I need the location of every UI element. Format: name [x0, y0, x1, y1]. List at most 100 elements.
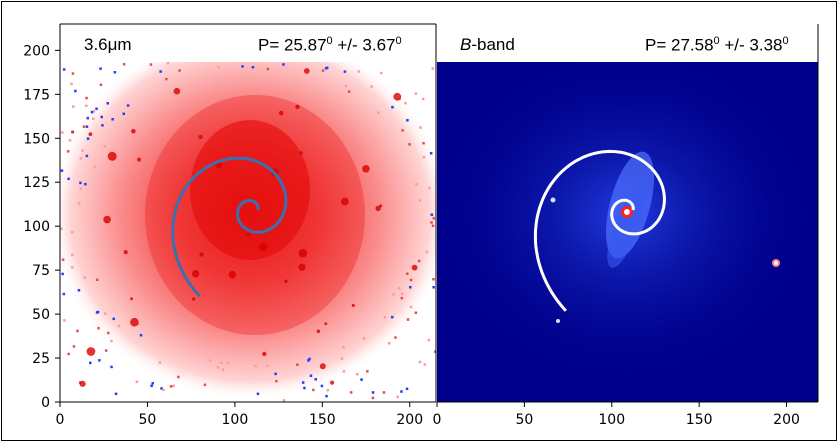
noise-pixel [309, 374, 313, 377]
noise-pixel [70, 82, 73, 86]
pitch-degree-b-band: 0 [713, 35, 720, 47]
noise-pixel [85, 154, 89, 158]
noise-pixel [110, 339, 113, 343]
noise-pixel [139, 334, 143, 337]
noise-pixel [343, 70, 347, 73]
noise-pixel [126, 104, 130, 107]
noise-pixel [324, 67, 328, 70]
noise-pixel [159, 70, 162, 73]
star-point [324, 322, 328, 326]
star-point [295, 104, 300, 110]
noise-pixel [296, 363, 299, 366]
noise-pixel [172, 384, 175, 388]
star-point [137, 157, 141, 162]
noise-pixel [382, 391, 386, 394]
star-point [375, 205, 381, 212]
panel-3-6um-image [60, 62, 436, 402]
noise-pixel [421, 97, 425, 101]
noise-pixel [308, 357, 311, 361]
noise-pixel [430, 221, 433, 224]
x-tick-label-left: 100 [222, 412, 249, 428]
pitch-angle-b-band: P= 27.580 +/- 3.380 [645, 35, 789, 56]
x-tick-label-right: 150 [686, 412, 713, 428]
noise-pixel [160, 387, 163, 390]
y-tick-label-left: 25 [32, 351, 50, 367]
noise-pixel [396, 395, 399, 399]
star-point [246, 233, 250, 237]
noise-pixel [405, 387, 409, 391]
noise-pixel [86, 137, 90, 140]
y-tick-label-left: 75 [32, 263, 50, 279]
noise-pixel [377, 111, 380, 114]
noise-pixel [380, 71, 383, 75]
star-point [299, 151, 303, 155]
x-tick-label-right: 100 [598, 412, 625, 428]
noise-pixel [62, 292, 66, 296]
noise-pixel [165, 77, 168, 81]
noise-pixel [77, 202, 81, 205]
noise-pixel [71, 253, 74, 257]
noise-pixel [203, 383, 207, 387]
noise-pixel [409, 286, 412, 289]
noise-pixel [100, 115, 103, 119]
noise-pixel [406, 272, 409, 275]
noise-pixel [274, 372, 277, 376]
pitch-error-3-6um: +/- 3.67 [332, 35, 396, 55]
noise-pixel [67, 177, 70, 181]
noise-pixel [401, 129, 404, 132]
noise-pixel [61, 258, 65, 261]
noise-pixel [103, 145, 106, 148]
noise-pixel [71, 72, 75, 75]
noise-pixel [432, 278, 435, 281]
noise-pixel [67, 352, 70, 356]
left-axes [59, 23, 437, 403]
noise-pixel [79, 157, 83, 160]
noise-pixel [428, 186, 431, 190]
noise-pixel [107, 331, 110, 335]
noise-pixel [216, 366, 220, 369]
star-point [393, 92, 402, 101]
noise-pixel [112, 317, 115, 321]
noise-pixel [77, 289, 81, 292]
noise-pixel [370, 85, 373, 88]
noise-pixel [321, 69, 325, 72]
noise-pixel [406, 318, 410, 321]
noise-pixel [398, 287, 401, 290]
noise-pixel [81, 149, 84, 152]
noise-pixel [423, 363, 427, 366]
noise-pixel [371, 396, 375, 400]
star-point [79, 380, 86, 387]
noise-pixel [431, 224, 435, 227]
noise-pixel [394, 336, 397, 339]
noise-pixel [99, 67, 102, 70]
noise-pixel [90, 110, 94, 114]
noise-pixel [61, 131, 64, 134]
noise-pixel [266, 67, 270, 71]
noise-pixel [110, 365, 113, 369]
noise-pixel [178, 69, 181, 72]
star-point [298, 263, 306, 271]
noise-pixel [114, 392, 118, 396]
x-tick-label-left: 0 [56, 412, 65, 428]
noise-pixel [96, 310, 100, 314]
star-point [191, 270, 200, 278]
noise-pixel [371, 391, 375, 394]
pitch-angle-3-6um: P= 25.870 +/- 3.670 [258, 35, 402, 56]
noise-pixel [251, 66, 255, 69]
noise-pixel [366, 370, 369, 373]
y-tick-label-left: 50 [32, 307, 50, 323]
band-label-b-italic: B [460, 35, 472, 54]
noise-pixel [117, 324, 121, 328]
noise-pixel [392, 293, 395, 296]
star-point [259, 242, 268, 252]
noise-pixel [151, 382, 154, 385]
y-tick-label-left: 125 [23, 175, 50, 191]
noise-pixel [414, 311, 418, 314]
noise-pixel [303, 386, 306, 390]
star-point [278, 110, 284, 116]
noise-pixel [301, 381, 305, 384]
noise-pixel [82, 125, 86, 128]
noise-pixel [149, 63, 153, 66]
noise-pixel [122, 112, 125, 115]
